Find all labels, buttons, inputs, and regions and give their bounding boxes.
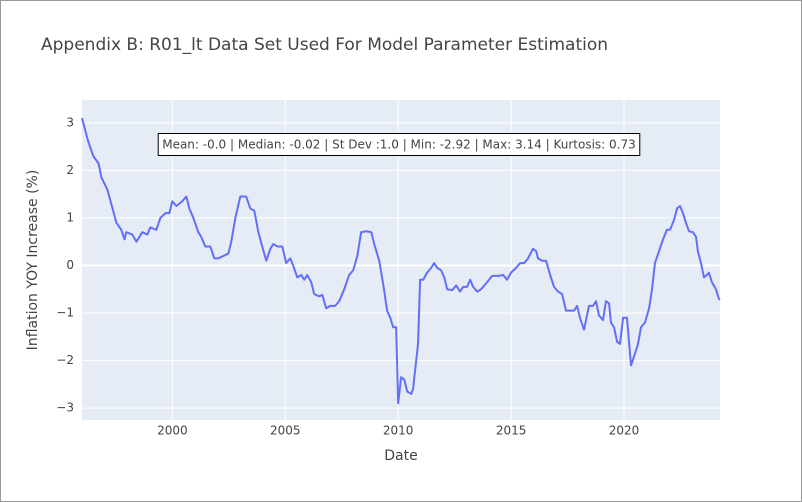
y-tick-label: 1: [66, 210, 74, 224]
x-tick-label: 2010: [383, 424, 414, 438]
x-tick-label: 2005: [270, 424, 301, 438]
x-axis-label: Date: [384, 448, 417, 464]
y-tick-label: −3: [56, 401, 74, 415]
y-tick-label: −1: [56, 306, 74, 320]
annotation-box: [157, 133, 641, 156]
chart-title: Appendix B: R01_lt Data Set Used For Mod…: [41, 35, 608, 55]
y-tick-label: 0: [66, 258, 74, 272]
line: [81, 117, 721, 405]
x-tick-label: 2015: [496, 424, 527, 438]
y-tick-label: 3: [66, 115, 74, 129]
y-axis-label: Inflation YOY Increase (%): [25, 170, 41, 351]
y-tick-label: 2: [66, 163, 74, 177]
y-tick-label: −2: [56, 353, 74, 367]
x-tick-label: 2000: [157, 424, 188, 438]
annotation: Mean: -0.0 | Median: -0.02 | St Dev :1.0…: [162, 138, 636, 152]
x-tick-label: 2020: [609, 424, 640, 438]
